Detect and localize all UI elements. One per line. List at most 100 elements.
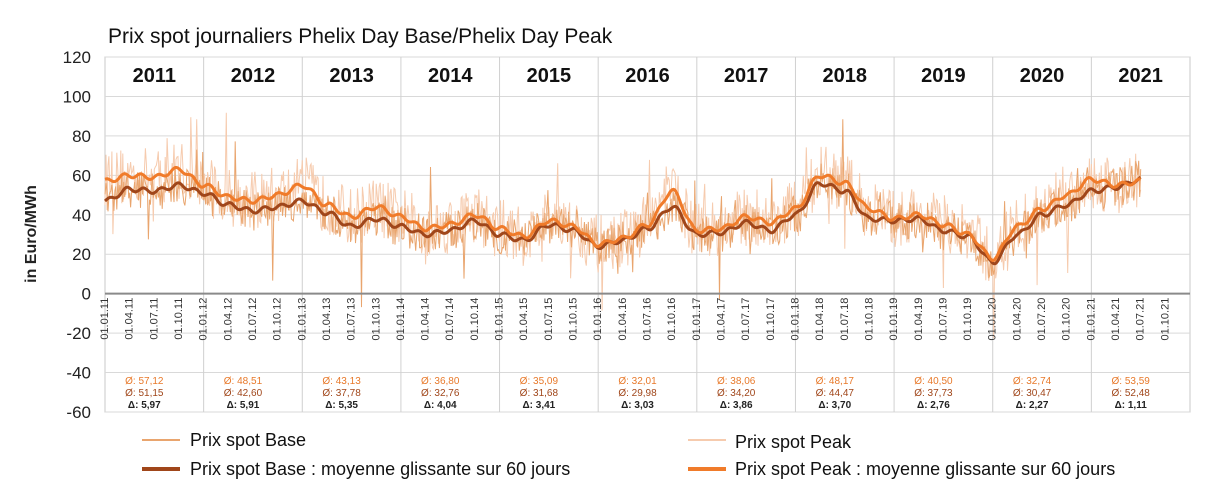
chart-title: Prix spot journaliers Phelix Day Base/Ph… [108,25,613,48]
stat-base-avg: Ø: 32,76 [421,388,460,399]
stat-delta: Δ: 1,11 [1115,400,1148,411]
year-label: 2016 [625,65,670,87]
y-tick-label: -40 [66,364,91,383]
year-label: 2014 [428,65,473,87]
y-tick-label: 60 [72,166,91,185]
stat-delta: Δ: 3,41 [522,400,555,411]
y-tick-label: 120 [63,48,91,67]
x-tick-label: 01.01.20 [987,298,999,341]
x-tick-label: 01.04.13 [321,298,333,341]
average-series [103,166,1142,266]
stat-base-avg: Ø: 52,48 [1112,388,1151,399]
y-axis-label: in Euro/MWh [23,185,40,283]
x-tick-label: 01.01.21 [1085,298,1097,341]
legend-peak-label: Prix spot Peak [735,432,852,452]
year-label: 2015 [527,65,572,87]
stat-delta: Δ: 4,04 [424,400,457,411]
x-tick-label: 01.10.17 [765,298,777,341]
y-axis: 120 100 80 60 40 20 0 -20 -40 -60 [63,48,91,422]
stat-delta: Δ: 3,86 [720,400,753,411]
stat-base-avg: Ø: 34,20 [717,388,756,399]
stat-delta: Δ: 2,76 [917,400,950,411]
x-tick-label: 01.10.11 [173,298,185,340]
x-tick-label: 01.04.17 [715,298,727,341]
year-label: 2011 [133,65,176,87]
x-tick-label: 01.07.16 [642,298,654,341]
x-tick-label: 01.07.15 [543,298,555,341]
y-tick-label: 40 [72,206,91,225]
x-tick-label: 01.07.17 [740,298,752,341]
x-tick-label: 01.01.11 [99,298,111,340]
year-label: 2019 [921,65,966,87]
year-label: 2013 [329,65,374,87]
x-tick-label: 01.01.12 [198,298,210,341]
stat-delta: Δ: 3,03 [621,400,654,411]
x-tick-label: 01.01.17 [691,298,703,341]
x-tick-label: 01.07.21 [1135,298,1147,341]
x-tick-label: 01.07.20 [1036,298,1048,341]
stat-base-avg: Ø: 42,60 [224,388,263,399]
stat-base-avg: Ø: 44,47 [816,388,855,399]
legend-base-label: Prix spot Base [190,430,306,450]
x-tick-label: 01.10.12 [272,298,284,341]
x-tick-label: 01.04.12 [222,298,234,341]
x-tick-label: 01.10.20 [1061,298,1073,341]
x-tick-label: 01.04.21 [1110,298,1122,341]
year-label: 2012 [231,65,276,87]
y-tick-label: -60 [66,403,91,422]
stat-peak-avg: Ø: 57,12 [125,376,164,387]
x-tick-label: 01.07.18 [839,298,851,341]
x-tick-label: 01.04.18 [814,298,826,341]
y-tick-label: 0 [82,285,91,304]
stat-peak-avg: Ø: 32,01 [618,376,657,387]
x-tick-label: 01.01.16 [592,298,604,341]
x-tick-label: 01.01.15 [494,298,506,341]
stat-delta: Δ: 5,91 [227,400,260,411]
y-tick-label: 80 [72,127,91,146]
year-label: 2020 [1020,65,1065,87]
x-tick-label: 01.01.18 [789,298,801,341]
year-label: 2021 [1118,65,1163,87]
base-average-line [103,176,1142,266]
stat-peak-avg: Ø: 36,80 [421,376,460,387]
stat-delta: Δ: 3,70 [818,400,851,411]
stat-peak-avg: Ø: 40,50 [914,376,953,387]
stat-peak-avg: Ø: 38,06 [717,376,756,387]
x-tick-label: 01.04.16 [617,298,629,341]
annual-stats: Ø: 57,12Ø: 51,15Δ: 5,97Ø: 48,51Ø: 42,60Δ… [125,376,1150,411]
legend: Prix spot Base Prix spot Peak Prix spot … [142,430,1115,479]
stat-peak-avg: Ø: 53,59 [1112,376,1151,387]
year-label: 2018 [823,65,868,87]
x-tick-label: 01.04.20 [1011,298,1023,341]
y-tick-label: 100 [63,87,91,106]
year-label: 2017 [724,65,769,87]
x-axis: 01.01.11 01.04.11 01.07.11 01.10.11 01.01.12… [99,298,1171,341]
x-tick-label: 01.10.13 [370,298,382,341]
x-tick-label: 01.10.19 [962,298,974,341]
peak-average-line [104,166,1141,263]
x-tick-label: 01.10.14 [469,298,481,341]
stat-base-avg: Ø: 31,68 [520,388,559,399]
stat-base-avg: Ø: 30,47 [1013,388,1052,399]
x-tick-label: 01.01.14 [395,298,407,341]
stat-delta: Δ: 5,35 [325,400,358,411]
x-tick-label: 01.07.19 [937,298,949,341]
x-tick-label: 01.10.21 [1159,298,1171,341]
x-tick-label: 01.10.16 [666,298,678,341]
stat-peak-avg: Ø: 48,17 [816,376,855,387]
stat-delta: Δ: 2,27 [1016,400,1049,411]
x-tick-label: 01.01.13 [296,298,308,341]
legend-base-avg-label: Prix spot Base : moyenne glissante sur 6… [190,459,570,479]
stat-peak-avg: Ø: 43,13 [322,376,361,387]
x-tick-label: 01.01.19 [888,298,900,341]
x-tick-label: 01.07.13 [346,298,358,341]
x-tick-label: 01.04.19 [913,298,925,341]
stat-base-avg: Ø: 37,78 [322,388,361,399]
x-tick-label: 01.07.11 [148,298,160,340]
stat-base-avg: Ø: 37,73 [914,388,953,399]
x-tick-label: 01.10.18 [863,298,875,341]
stat-base-avg: Ø: 29,98 [618,388,657,399]
x-tick-label: 01.04.14 [420,298,432,341]
